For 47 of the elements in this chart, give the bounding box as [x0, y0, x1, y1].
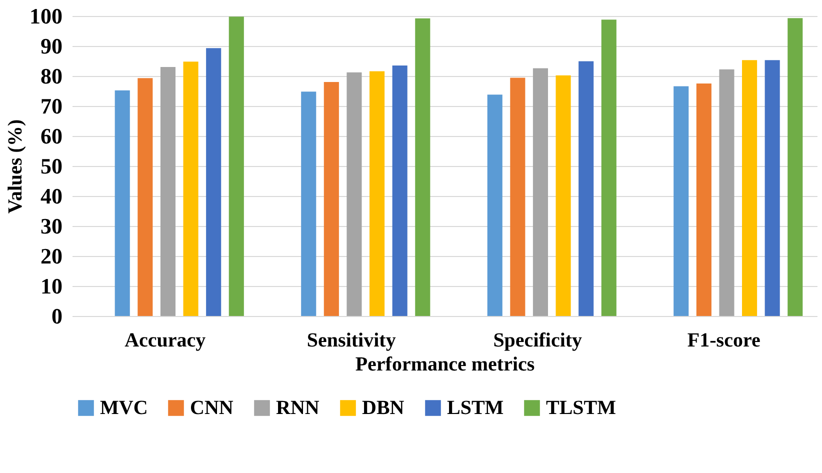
x-tick-label: F1-score	[687, 330, 760, 352]
bar	[532, 68, 548, 316]
y-tick-label: 40	[40, 184, 62, 208]
bar	[228, 16, 244, 316]
y-tick-label: 10	[40, 274, 62, 298]
bar	[788, 18, 803, 316]
bar	[183, 62, 198, 316]
legend-label: RNN	[276, 397, 320, 419]
x-tick-label: Specificity	[493, 330, 582, 352]
bar	[138, 78, 153, 316]
bar	[578, 61, 594, 316]
bar	[301, 92, 316, 316]
bar	[742, 60, 758, 316]
y-tick-label: 70	[40, 94, 62, 118]
bar	[392, 66, 408, 316]
legend-label: DBN	[362, 397, 405, 419]
y-tick-label: 90	[40, 34, 62, 58]
y-tick-label: 80	[40, 64, 62, 88]
bar	[510, 78, 526, 316]
legend-label: CNN	[190, 397, 234, 419]
bar	[206, 48, 222, 316]
bar	[719, 69, 734, 316]
bar	[764, 60, 780, 316]
y-tick-label: 20	[40, 244, 62, 268]
y-tick-label: 100	[30, 4, 62, 28]
y-tick-label: 30	[40, 214, 62, 238]
bar	[696, 84, 712, 316]
x-tick-label: Sensitivity	[306, 330, 396, 352]
bar	[487, 94, 502, 316]
x-axis-title: Performance metrics	[355, 354, 535, 376]
bar	[114, 90, 130, 316]
x-tick-label: Accuracy	[124, 330, 206, 352]
legend-label: MVC	[100, 397, 148, 419]
bar	[674, 86, 689, 316]
y-tick-label: 60	[40, 124, 62, 148]
bar	[601, 20, 616, 316]
y-tick-label: 50	[40, 154, 62, 178]
legend-label: TLSTM	[546, 397, 616, 419]
y-axis-title: Values (%)	[4, 119, 26, 214]
bar	[556, 75, 571, 316]
bar	[346, 72, 362, 316]
bar	[415, 18, 430, 316]
bar	[324, 82, 339, 316]
bar	[370, 71, 385, 316]
bar	[160, 67, 176, 316]
y-tick-label: 0	[52, 304, 62, 328]
legend-label: LSTM	[447, 397, 504, 419]
